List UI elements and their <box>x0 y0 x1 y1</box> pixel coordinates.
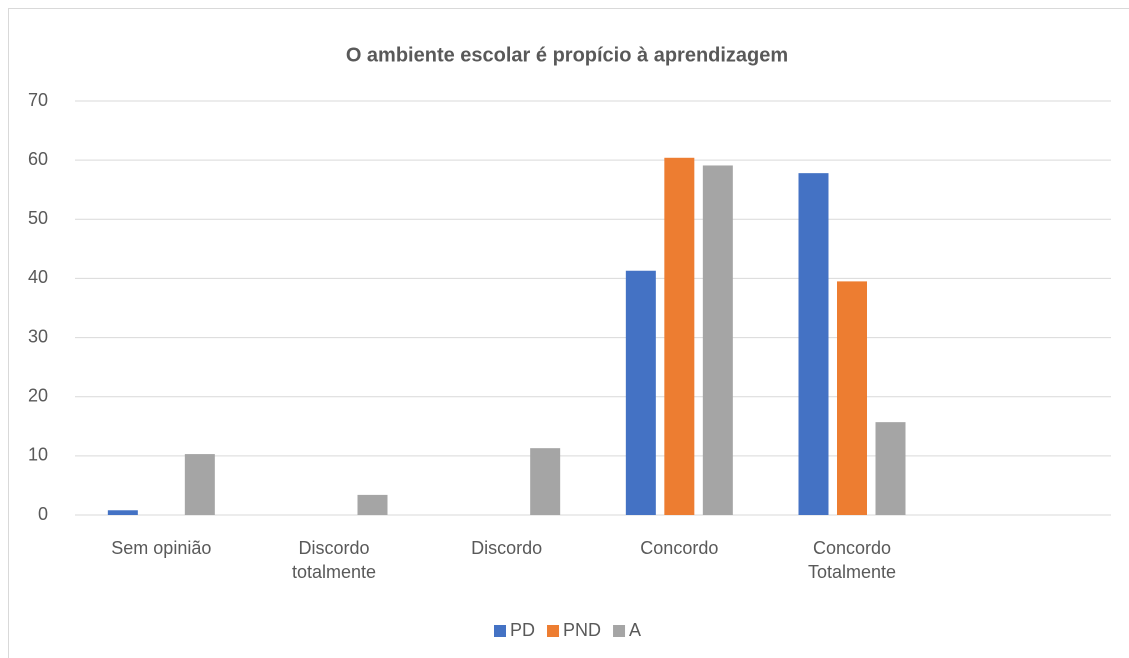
x-tick-label: Sem opinião <box>111 538 212 558</box>
bar <box>530 448 561 515</box>
legend-label: A <box>629 620 641 640</box>
chart-frame <box>8 8 1129 658</box>
x-tick-label: Discordo <box>471 538 543 558</box>
y-tick-label: 10 <box>28 445 48 465</box>
bar <box>107 510 138 515</box>
legend-swatch <box>494 625 506 637</box>
y-tick-label: 50 <box>28 208 48 228</box>
bar <box>625 270 656 515</box>
bar <box>664 157 695 515</box>
y-tick-label: 20 <box>28 385 48 405</box>
chart-title: O ambiente escolar é propício à aprendiz… <box>346 44 788 66</box>
legend-swatch <box>547 625 560 637</box>
legend-swatch <box>613 625 626 637</box>
bar <box>875 422 906 515</box>
bar <box>357 494 388 515</box>
y-tick-label: 30 <box>28 326 48 346</box>
bar <box>798 173 829 515</box>
y-tick-label: 70 <box>28 90 48 110</box>
x-tick-label: Discordo totalmente <box>291 538 377 582</box>
legend-label: PND <box>563 620 601 640</box>
x-tick-label: Concordo Totalmente <box>807 538 897 582</box>
bar <box>184 454 215 515</box>
y-tick-label: 60 <box>28 149 48 169</box>
y-tick-label: 0 <box>38 504 48 524</box>
x-tick-label: Concordo <box>640 538 719 558</box>
y-tick-label: 40 <box>28 267 48 287</box>
bar <box>837 281 867 515</box>
bar <box>702 165 733 516</box>
legend-label: PD <box>510 620 535 640</box>
